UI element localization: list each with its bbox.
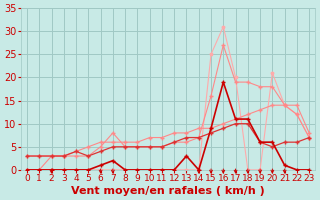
- X-axis label: Vent moyen/en rafales ( km/h ): Vent moyen/en rafales ( km/h ): [71, 186, 265, 196]
